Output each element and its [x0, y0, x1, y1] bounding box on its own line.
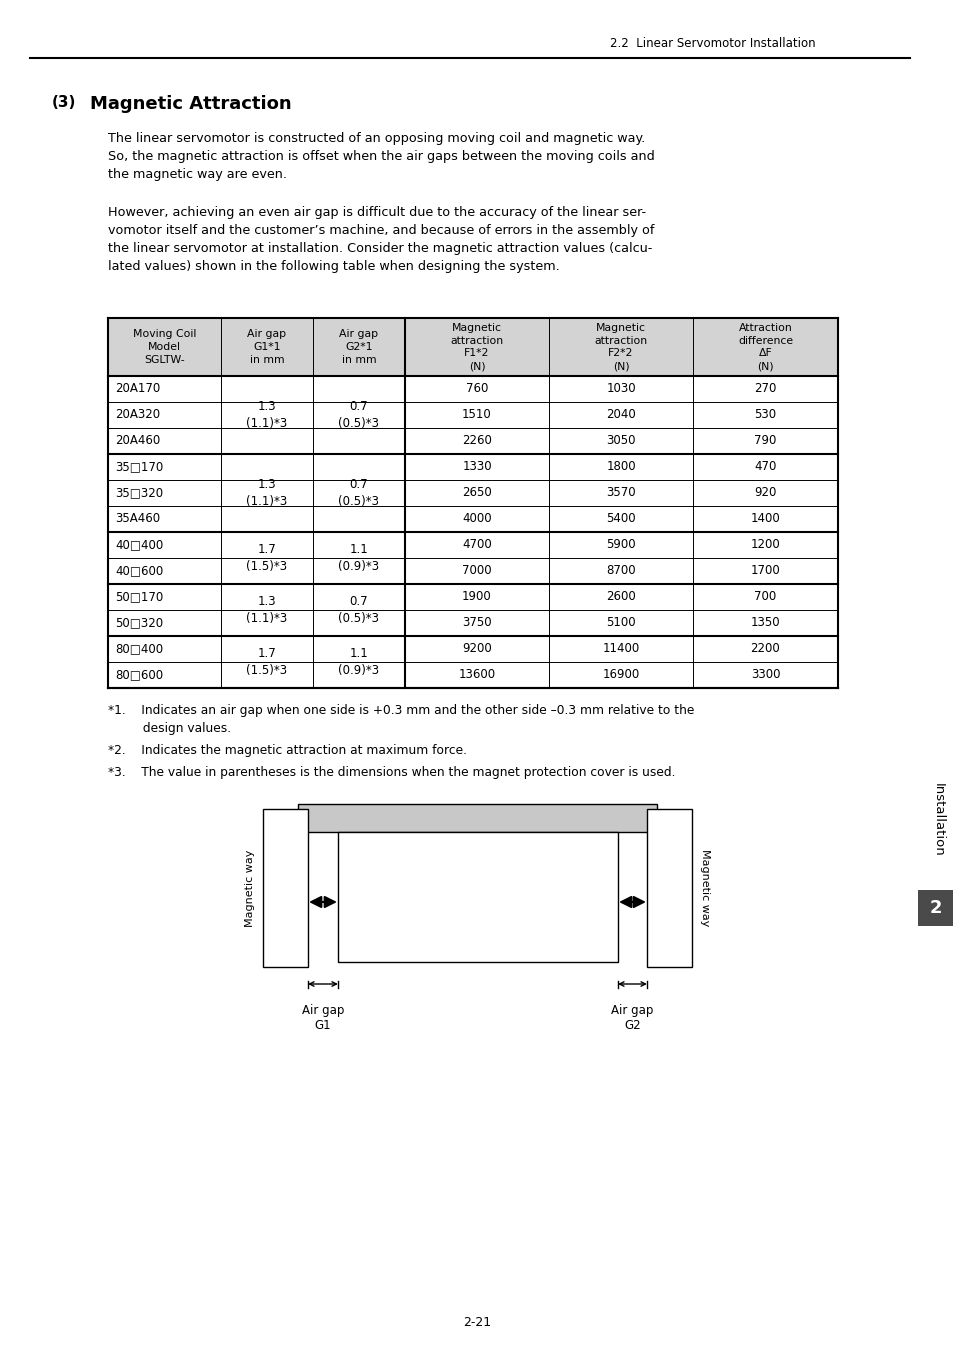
Text: 35A460: 35A460 [115, 512, 160, 526]
Text: Magnetic Attraction: Magnetic Attraction [90, 95, 292, 114]
Text: 1700: 1700 [750, 565, 780, 577]
Text: 5100: 5100 [605, 617, 635, 630]
Text: 1350: 1350 [750, 617, 780, 630]
Text: 700: 700 [754, 591, 776, 603]
Text: Installation: Installation [930, 783, 943, 857]
Text: *2.    Indicates the magnetic attraction at maximum force.: *2. Indicates the magnetic attraction at… [108, 744, 467, 757]
Text: 1330: 1330 [461, 461, 492, 473]
Text: F2: F2 [488, 882, 501, 891]
Text: 470: 470 [754, 461, 776, 473]
Text: attraction  attraction: attraction attraction [418, 868, 527, 877]
Text: 3050: 3050 [605, 434, 635, 448]
Text: 1030: 1030 [605, 383, 635, 396]
Text: 1.3
(1.1)*3: 1.3 (1.1)*3 [246, 479, 287, 508]
Text: 5400: 5400 [605, 512, 635, 526]
Text: 0.7
(0.5)*3: 0.7 (0.5)*3 [338, 400, 379, 430]
Text: 2040: 2040 [605, 408, 636, 422]
Text: 4700: 4700 [461, 538, 492, 552]
Text: 790: 790 [754, 434, 776, 448]
Text: 11400: 11400 [601, 642, 639, 656]
Text: (3): (3) [52, 95, 76, 110]
Text: However, achieving an even air gap is difficult due to the accuracy of the linea: However, achieving an even air gap is di… [108, 206, 654, 273]
Text: 2: 2 [929, 899, 942, 917]
Text: 1200: 1200 [750, 538, 780, 552]
Text: Magnetic way: Magnetic way [245, 849, 254, 926]
Text: 35□170: 35□170 [115, 461, 163, 473]
Bar [646, 808, 691, 967]
Text: G1: G1 [314, 1019, 331, 1032]
Text: 530: 530 [754, 408, 776, 422]
Text: 2-21: 2-21 [462, 1315, 491, 1329]
Text: 1.1
(0.9)*3: 1.1 (0.9)*3 [338, 544, 379, 573]
Text: 20A170: 20A170 [115, 383, 160, 396]
Text: Air gap: Air gap [301, 1005, 344, 1017]
Text: F1: F1 [444, 882, 457, 891]
Text: 0.7
(0.5)*3: 0.7 (0.5)*3 [338, 479, 379, 508]
Text: 3750: 3750 [461, 617, 492, 630]
Text: 2650: 2650 [461, 487, 492, 499]
Text: 4000: 4000 [461, 512, 492, 526]
Text: 50□320: 50□320 [115, 617, 163, 630]
Text: 40□600: 40□600 [115, 565, 163, 577]
Text: 1.7
(1.5)*3: 1.7 (1.5)*3 [246, 648, 287, 677]
Text: *3.    The value in parentheses is the dimensions when the magnet protection cov: *3. The value in parentheses is the dime… [108, 767, 675, 779]
Text: 35□320: 35□320 [115, 487, 163, 499]
Bar [297, 804, 657, 831]
Text: Magnetic  Magnetic: Magnetic Magnetic [421, 854, 523, 865]
Text: 0.7
(0.5)*3: 0.7 (0.5)*3 [338, 595, 379, 625]
Text: Air gap: Air gap [611, 1005, 653, 1017]
Bar [917, 890, 953, 926]
Text: 1900: 1900 [461, 591, 492, 603]
Text: 1800: 1800 [605, 461, 635, 473]
Bar [337, 831, 618, 963]
Text: 16900: 16900 [601, 668, 639, 681]
Text: 7000: 7000 [461, 565, 492, 577]
Text: 2200: 2200 [750, 642, 780, 656]
Text: 3300: 3300 [750, 668, 780, 681]
Text: Magnetic
attraction
F2*2
(N): Magnetic attraction F2*2 (N) [594, 323, 647, 372]
Text: 1.7
(1.5)*3: 1.7 (1.5)*3 [246, 544, 287, 573]
Text: 8700: 8700 [605, 565, 635, 577]
Bar [108, 318, 837, 376]
Text: 2.2  Linear Servomotor Installation: 2.2 Linear Servomotor Installation [609, 37, 815, 50]
Text: 1400: 1400 [750, 512, 780, 526]
Text: 1.3
(1.1)*3: 1.3 (1.1)*3 [246, 400, 287, 430]
Text: 1.3
(1.1)*3: 1.3 (1.1)*3 [246, 595, 287, 625]
Text: 760: 760 [465, 383, 488, 396]
Text: The linear servomotor is constructed of an opposing moving coil and magnetic way: The linear servomotor is constructed of … [108, 132, 654, 181]
Text: 270: 270 [754, 383, 776, 396]
Text: G2: G2 [623, 1019, 640, 1032]
Text: 50□170: 50□170 [115, 591, 163, 603]
Text: 20A460: 20A460 [115, 434, 160, 448]
Text: 80□400: 80□400 [115, 642, 163, 656]
Text: 920: 920 [754, 487, 776, 499]
Text: 1510: 1510 [461, 408, 492, 422]
Text: Moving coil: Moving coil [444, 811, 510, 825]
Text: Air gap
G1*1
in mm: Air gap G1*1 in mm [247, 329, 286, 365]
Text: 80□600: 80□600 [115, 668, 163, 681]
Text: 40□400: 40□400 [115, 538, 163, 552]
Text: 13600: 13600 [458, 668, 495, 681]
Text: Moving Coil
Model
SGLTW-: Moving Coil Model SGLTW- [132, 329, 196, 365]
Text: Attraction
difference
ΔF
(N): Attraction difference ΔF (N) [738, 323, 792, 372]
Text: 20A320: 20A320 [115, 408, 160, 422]
Text: *1.    Indicates an air gap when one side is +0.3 mm and the other side –0.3 mm : *1. Indicates an air gap when one side i… [108, 704, 694, 735]
Text: 1.1
(0.9)*3: 1.1 (0.9)*3 [338, 648, 379, 677]
Text: 3570: 3570 [605, 487, 635, 499]
Bar [263, 808, 308, 967]
Text: 5900: 5900 [605, 538, 635, 552]
Text: Air gap
G2*1
in mm: Air gap G2*1 in mm [339, 329, 378, 365]
Text: 2600: 2600 [605, 591, 636, 603]
Text: 2260: 2260 [461, 434, 492, 448]
Text: 9200: 9200 [461, 642, 492, 656]
Text: Magnetic
attraction
F1*2
(N): Magnetic attraction F1*2 (N) [450, 323, 503, 372]
Text: Magnetic way: Magnetic way [700, 849, 709, 926]
